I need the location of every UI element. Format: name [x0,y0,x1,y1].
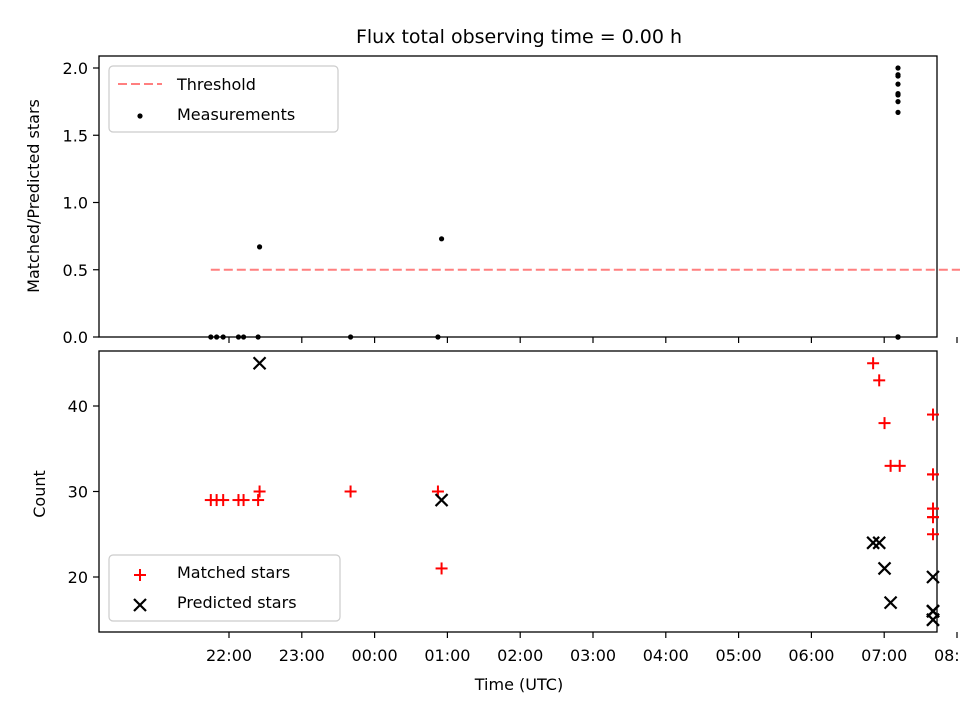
predicted-star-stroke-b [883,595,898,610]
top-y-tick-label: 1.0 [63,194,88,213]
measurement-point [240,334,247,340]
measurement-point [895,109,901,115]
predicted-star-stroke-b [252,356,267,371]
top-legend-box [108,65,339,133]
legend-measurements-label: Measurements [177,105,295,124]
matched-star-point [878,417,891,430]
measurement-point [895,90,901,97]
legend-measurements-swatch [137,113,143,119]
measurement-point [256,244,263,250]
bottom-y-ticks: 20 30 40 [68,397,99,587]
top-panel: 0.00.51.01.52.0 Matched/Predicted stars … [24,55,960,347]
measurement-point [895,65,901,71]
matched-star-point [927,528,939,541]
measurement-point [255,334,261,340]
predicted-star-point [926,570,940,584]
bottom-x-tick-label: 02:00 [497,646,543,665]
bottom-legend: Matched stars Predicted stars [108,554,341,622]
count-points [204,356,940,627]
legend-predicted-swatch [133,598,147,612]
predicted-star-stroke-b [926,570,940,584]
top-plot-frame [98,55,938,338]
matched-star-point [893,459,906,472]
predicted-star-stroke-b [926,612,940,627]
matched-star-point [252,494,265,507]
legend-matched-label: Matched stars [177,563,290,582]
bottom-x-tick-label: 07:00 [861,646,907,665]
measurement-point [895,81,901,87]
top-legend: Threshold Measurements [108,65,339,133]
bottom-x-tick-label: 08:00 [934,646,960,665]
top-y-tick-label: 1.5 [63,126,88,145]
matched-star-point [867,357,880,370]
bottom-x-tick-label: 01:00 [424,646,470,665]
matched-star-point [344,485,357,498]
top-y-tick-label: 0.0 [63,328,88,347]
bottom-x-tick-label: 03:00 [570,646,616,665]
top-y-axis-label: Matched/Predicted stars [24,99,43,293]
top-y-tick-label: 0.5 [63,261,88,280]
predicted-star-stroke-b [877,561,892,576]
matched-star-point [927,468,939,481]
bottom-y-tick-label: 30 [68,483,88,502]
bottom-x-tick-label: 05:00 [716,646,762,665]
matched-star-point [873,374,886,387]
matched-star-point [927,511,939,524]
predicted-star-point [434,493,449,507]
top-x-ticks [228,337,958,343]
legend-threshold-label: Threshold [176,75,256,94]
measurement-point [435,334,441,340]
bottom-panel: 20 30 40 22:00 23:00 00:00 01:00 02:00 03:00 04:… [30,350,960,694]
matched-star-point [435,562,448,575]
predicted-star-point [252,356,267,371]
x-axis-label: Time (UTC) [474,675,563,694]
measurement-point [235,334,242,340]
predicted-star-point [926,612,940,627]
matched-star-point [927,408,939,421]
legend-matched-swatch [134,569,146,581]
predicted-star-stroke-b [434,493,449,507]
bottom-x-tick-label: 04:00 [643,646,689,665]
matched-star-point [217,494,230,507]
measurement-point [208,334,214,340]
predicted-star-stroke-b [866,536,880,550]
measurement-point [895,99,901,105]
bottom-y-tick-label: 20 [68,568,88,587]
measurement-point [347,334,354,340]
measurement-point [214,334,220,340]
bottom-x-tick-label: 00:00 [352,646,398,665]
bottom-x-tick-label: 23:00 [279,646,325,665]
bottom-x-ticks: 22:00 23:00 00:00 01:00 02:00 03:00 04:00 05:00… [206,632,960,665]
measurement-point [220,334,226,340]
bottom-x-tick-label: 22:00 [206,646,252,665]
measurement-point [895,73,901,79]
legend-predicted-label: Predicted stars [177,593,297,612]
predicted-star-point [872,536,886,550]
predicted-star-point [883,595,898,610]
matched-star-point [237,494,250,507]
predicted-star-point [877,561,892,576]
bottom-y-axis-label: Count [30,470,49,518]
measurement-points [208,65,901,340]
chart-title: Flux total observing time = 0.00 h [356,26,682,48]
matched-star-point [253,485,266,498]
bottom-x-tick-label: 06:00 [788,646,834,665]
top-y-ticks: 0.0 0.5 1.0 1.5 2.0 [63,59,99,347]
measurement-point [895,334,901,340]
bottom-y-tick-label: 40 [68,397,88,416]
bottom-legend-box [108,554,341,622]
predicted-star-stroke-b [872,536,886,550]
measurement-point [438,236,445,242]
predicted-star-point [866,536,880,550]
top-y-tick-label: 2.0 [63,59,88,78]
